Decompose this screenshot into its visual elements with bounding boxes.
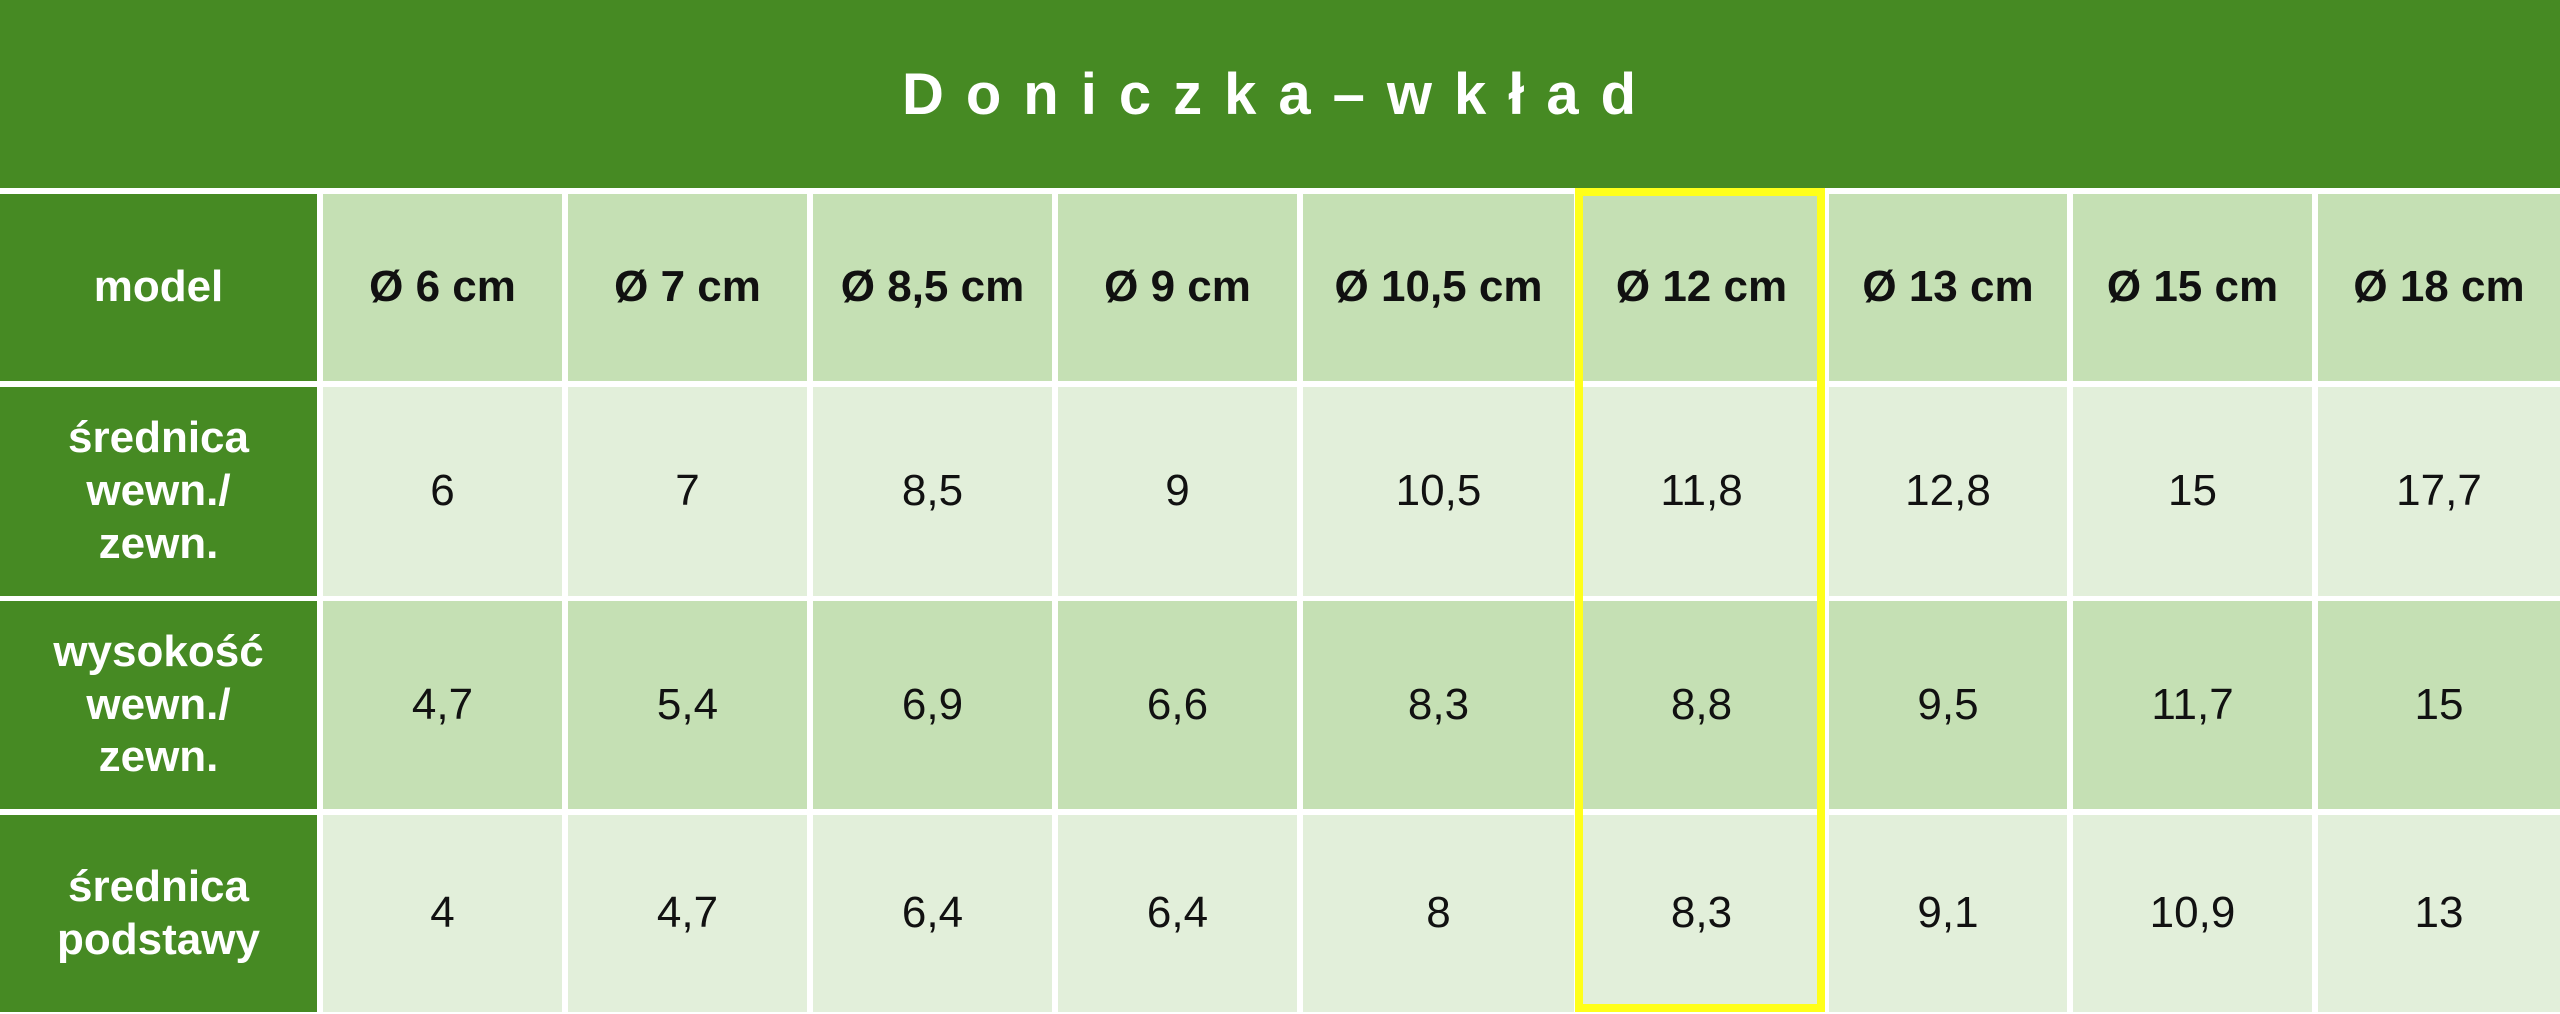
row-header-label: model: [0, 194, 317, 381]
table-cell: 10,9: [2073, 815, 2312, 1012]
table-cell: 10,5: [1303, 387, 1574, 596]
row-label: średnica podstawy: [0, 815, 317, 1012]
row-label-line: średnica: [68, 861, 249, 911]
table-cell: 5,4: [568, 601, 807, 809]
row-label: średnica wewn./zewn.: [0, 387, 317, 596]
table-title: Doniczka–wkład: [0, 0, 2560, 188]
column-header: Ø 8,5 cm: [813, 194, 1052, 381]
table-cell: 4,7: [568, 815, 807, 1012]
column-header: Ø 7 cm: [568, 194, 807, 381]
table-cell: 11,8: [1580, 387, 1823, 596]
table-cell: 9,5: [1829, 601, 2067, 809]
table-cell: 9: [1058, 387, 1297, 596]
table-cell: 12,8: [1829, 387, 2067, 596]
row-label-lines: średnica wewn./zewn.: [68, 412, 249, 570]
row-label-lines: wysokość wewn./zewn.: [53, 626, 263, 784]
column-highlight: [1575, 188, 1825, 1012]
row-label-line: podstawy: [57, 914, 260, 964]
table-cell: 13: [2318, 815, 2560, 1012]
table-cell: 9,1: [1829, 815, 2067, 1012]
table-cell: 8: [1303, 815, 1574, 1012]
row-label-line: wysokość: [53, 626, 264, 676]
row-label-line: wewn./: [86, 679, 231, 729]
row-label-line: wewn./: [86, 466, 231, 516]
row-label-line: zewn.: [98, 732, 219, 782]
table-cell: 6,4: [813, 815, 1052, 1012]
table-cell: 15: [2073, 387, 2312, 596]
column-header: Ø 12 cm: [1580, 194, 1823, 381]
table-cell: 15: [2318, 601, 2560, 809]
table-cell: 8,3: [1303, 601, 1574, 809]
row-label-line: zewn.: [98, 518, 219, 568]
table-cell: 6,6: [1058, 601, 1297, 809]
table-cell: 8,3: [1580, 815, 1823, 1012]
table-cell: 6,9: [813, 601, 1052, 809]
column-header: Ø 9 cm: [1058, 194, 1297, 381]
table-cell: 11,7: [2073, 601, 2312, 809]
column-header: Ø 15 cm: [2073, 194, 2312, 381]
table-cell: 6,4: [1058, 815, 1297, 1012]
column-header: Ø 13 cm: [1829, 194, 2067, 381]
table-cell: 8,8: [1580, 601, 1823, 809]
table-cell: 8,5: [813, 387, 1052, 596]
row-label: wysokość wewn./zewn.: [0, 601, 317, 809]
table-cell: 17,7: [2318, 387, 2560, 596]
table-cell: 7: [568, 387, 807, 596]
table-cell: 4: [323, 815, 562, 1012]
table-cell: 4,7: [323, 601, 562, 809]
column-header: Ø 10,5 cm: [1303, 194, 1574, 381]
table-cell: 6: [323, 387, 562, 596]
column-header: Ø 6 cm: [323, 194, 562, 381]
row-label-lines: średnica podstawy: [57, 861, 260, 967]
column-header: Ø 18 cm: [2318, 194, 2560, 381]
row-label-line: średnica: [68, 413, 249, 463]
